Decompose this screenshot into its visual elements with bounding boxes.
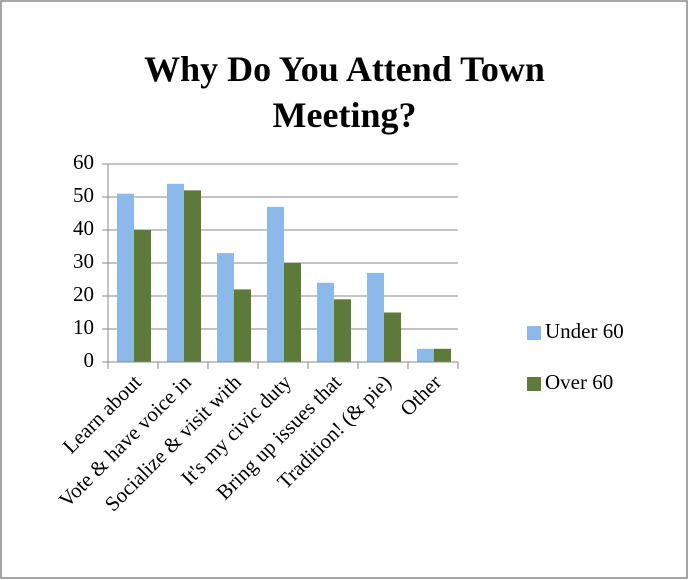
y-tick-label: 50 <box>73 183 94 207</box>
bar <box>367 272 384 362</box>
legend-swatch <box>527 377 541 391</box>
bar <box>317 282 334 362</box>
bar <box>117 193 134 362</box>
legend-label: Under 60 <box>545 319 624 343</box>
bar <box>267 206 284 362</box>
chart-title: Why Do You Attend Town Meeting? <box>144 49 545 135</box>
bar <box>417 348 434 362</box>
y-tick-label: 30 <box>73 249 94 273</box>
legend-label: Over 60 <box>545 370 613 394</box>
bar <box>184 190 201 362</box>
bar <box>384 312 401 362</box>
y-tick-label: 20 <box>73 282 94 306</box>
bar <box>234 289 251 362</box>
legend-swatch <box>527 326 541 340</box>
bar <box>334 299 351 362</box>
bar <box>217 253 234 362</box>
bar <box>167 183 184 362</box>
bar <box>284 263 301 362</box>
bar <box>434 348 451 362</box>
y-tick-label: 10 <box>73 315 94 339</box>
y-tick-label: 60 <box>73 150 94 174</box>
y-tick-label: 0 <box>84 348 95 372</box>
y-tick-label: 40 <box>73 216 94 240</box>
bar <box>134 230 151 362</box>
